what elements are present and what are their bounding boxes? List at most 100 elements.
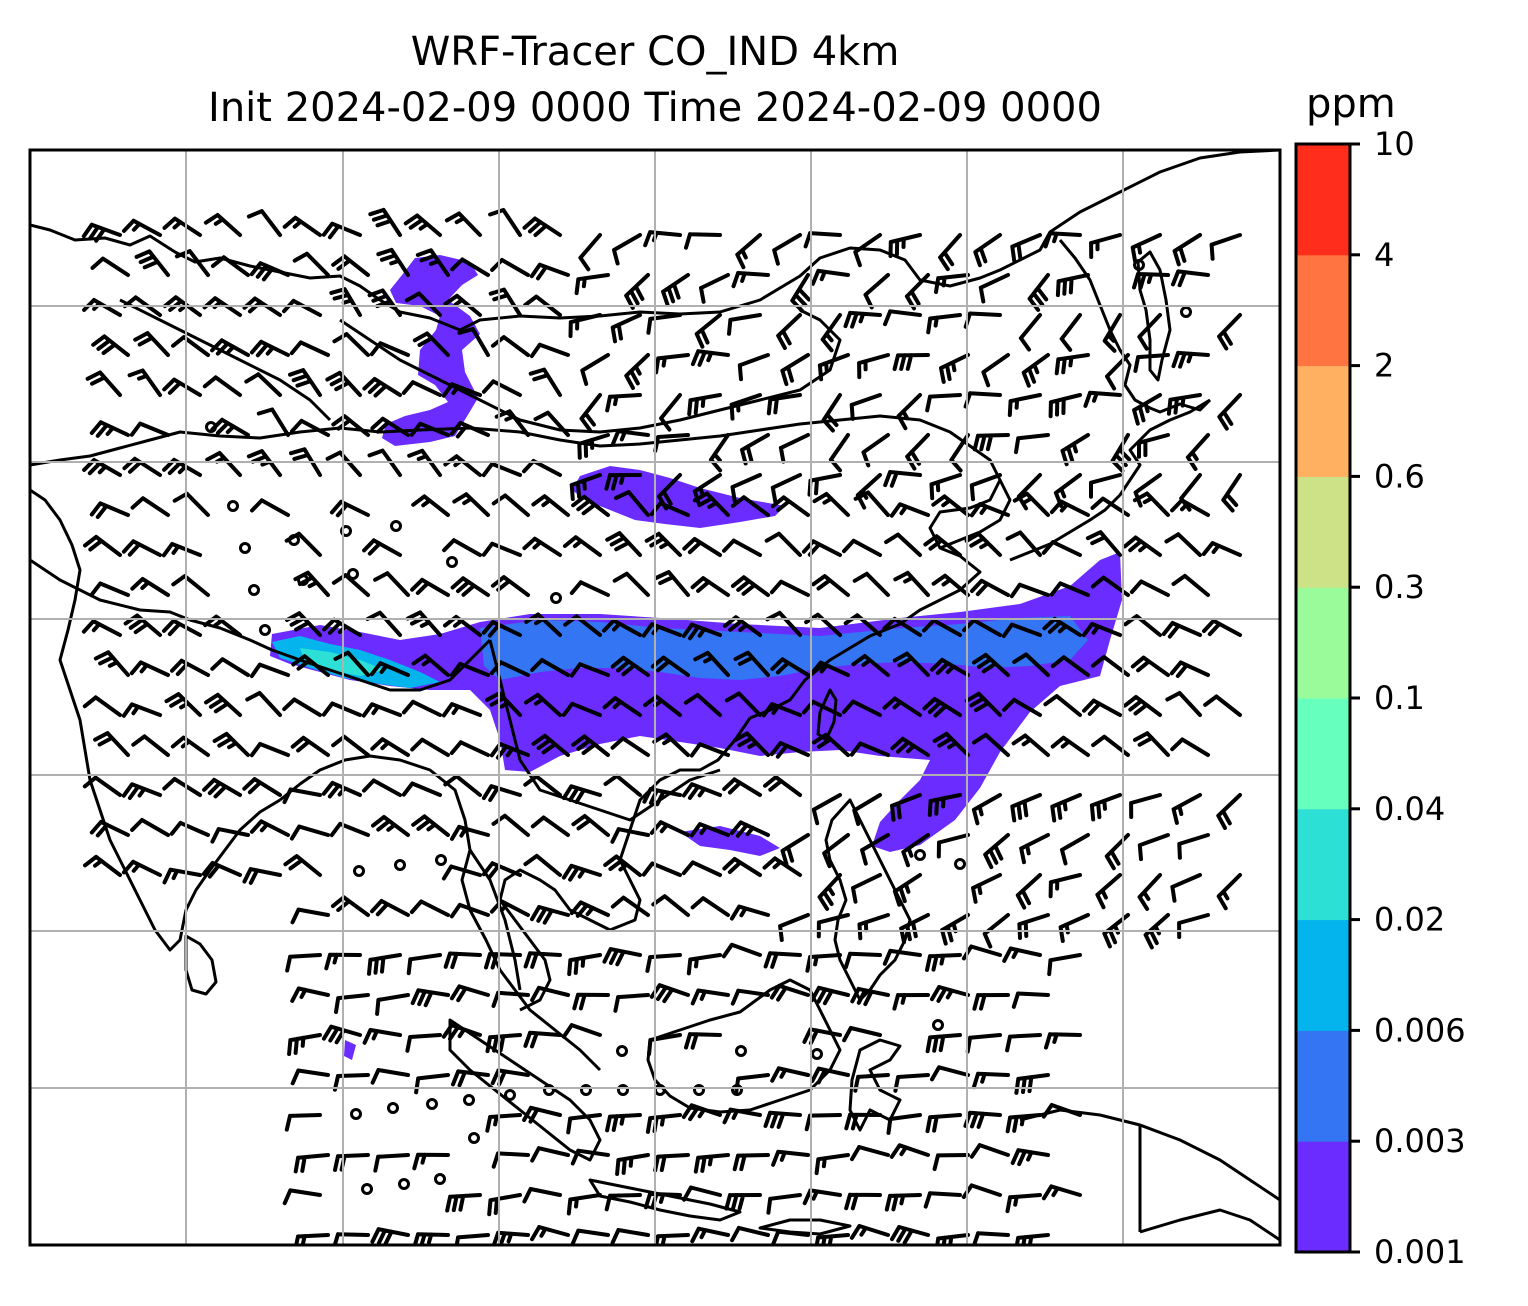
wind-barb	[210, 255, 250, 277]
wind-barb	[935, 1233, 970, 1245]
wind-barb	[971, 1071, 1010, 1090]
wind-barb	[886, 1113, 922, 1135]
wind-barb	[171, 335, 210, 357]
wind-barb	[983, 833, 1010, 870]
wind-barb	[686, 953, 722, 976]
colorbar-segment	[1296, 587, 1350, 699]
wind-barb	[414, 1073, 450, 1095]
wind-barb	[1089, 793, 1122, 822]
wind-barb	[121, 702, 162, 718]
wind-barb	[733, 650, 770, 677]
wind-barb	[853, 490, 890, 517]
wind-barb	[523, 951, 562, 969]
colorbar-tick-label: 2	[1374, 347, 1394, 385]
wind-barb	[764, 531, 802, 557]
wind-barb	[804, 1113, 842, 1132]
coastline-sumatra	[448, 1018, 602, 1162]
wind-barb	[83, 854, 122, 877]
wind-barb	[481, 620, 522, 638]
wind-barb	[1217, 393, 1242, 431]
wind-barb	[412, 331, 450, 357]
colorbar-tick-label: 0.001	[1374, 1233, 1466, 1271]
wind-barb	[682, 1185, 722, 1202]
wind-barb	[809, 660, 850, 677]
wind-barb-calm	[398, 1178, 410, 1190]
wind-barb	[971, 873, 1002, 904]
colorbar-tick-label: 4	[1374, 236, 1394, 274]
wind-barb	[561, 784, 602, 804]
wind-barb	[610, 655, 650, 677]
wind-barb	[963, 1110, 1002, 1129]
wind-barb	[204, 692, 242, 717]
wind-barb	[1005, 530, 1042, 557]
wind-barb	[329, 821, 370, 838]
wind-barb	[923, 534, 962, 557]
wind-barb	[572, 992, 610, 1011]
wind-barb	[927, 793, 962, 817]
wind-barb	[642, 787, 682, 807]
wind-barb	[643, 230, 682, 248]
wind-barb	[780, 833, 810, 867]
colorbar-segment	[1296, 1141, 1350, 1253]
wind-barb	[734, 1073, 770, 1095]
wind-barb	[522, 459, 562, 477]
wind-barb	[90, 256, 130, 277]
wind-barb	[89, 819, 130, 838]
wind-barb	[1019, 833, 1050, 865]
wind-barb	[805, 1270, 840, 1284]
wind-barb	[485, 691, 522, 717]
wind-barb	[444, 211, 482, 237]
wind-barb-calm	[394, 859, 406, 871]
wind-barb	[1001, 622, 1042, 638]
wind-barb	[899, 913, 930, 945]
wind-barb	[972, 433, 1010, 452]
wind-barb	[1060, 433, 1090, 467]
wind-barb	[843, 310, 882, 329]
wind-barb	[681, 1103, 722, 1122]
wind-barb	[570, 1228, 610, 1245]
wind-barb	[445, 1193, 482, 1213]
wind-barb	[651, 894, 690, 917]
wind-barb	[121, 539, 162, 557]
wind-barb	[724, 1193, 762, 1211]
wind-barb	[530, 1225, 570, 1242]
wind-barb	[441, 1023, 482, 1041]
wind-barb	[607, 1275, 640, 1291]
wind-barb	[690, 1226, 730, 1244]
wind-barb	[649, 820, 690, 837]
wind-barb	[285, 611, 322, 637]
wind-barb	[525, 1271, 560, 1286]
wind-barb	[934, 273, 970, 294]
wind-barb	[1132, 393, 1162, 426]
wind-barb	[1041, 1184, 1082, 1201]
wind-barb-calm	[387, 1102, 399, 1114]
wind-barb	[644, 531, 682, 557]
wind-barb	[681, 622, 722, 641]
wind-barb	[333, 650, 370, 677]
wind-barb	[861, 433, 890, 468]
wind-barb	[568, 313, 602, 339]
wind-barb	[127, 368, 162, 397]
wind-barb	[162, 867, 202, 885]
wind-barb	[290, 735, 330, 757]
wind-barb	[324, 952, 362, 971]
wind-barb-calm	[811, 1048, 823, 1060]
wind-barb	[282, 697, 322, 717]
wind-barb	[134, 249, 170, 277]
wind-barb	[925, 1113, 962, 1134]
wind-barb	[203, 213, 242, 237]
coastline-borneo	[646, 978, 842, 1114]
wind-barb	[1170, 873, 1202, 903]
wind-barb-calm	[259, 624, 271, 636]
wind-barb-calm	[361, 1183, 373, 1195]
wind-barb	[802, 1188, 842, 1206]
wind-barb	[692, 491, 730, 517]
wind-barb	[530, 658, 570, 677]
wind-barb-calm	[932, 1019, 944, 1031]
wind-barb-calm	[617, 1084, 629, 1096]
wind-barb	[882, 948, 922, 966]
colorbar-tick-label: 10	[1374, 125, 1415, 163]
wind-barb	[661, 273, 690, 307]
wind-barb	[454, 1233, 490, 1245]
